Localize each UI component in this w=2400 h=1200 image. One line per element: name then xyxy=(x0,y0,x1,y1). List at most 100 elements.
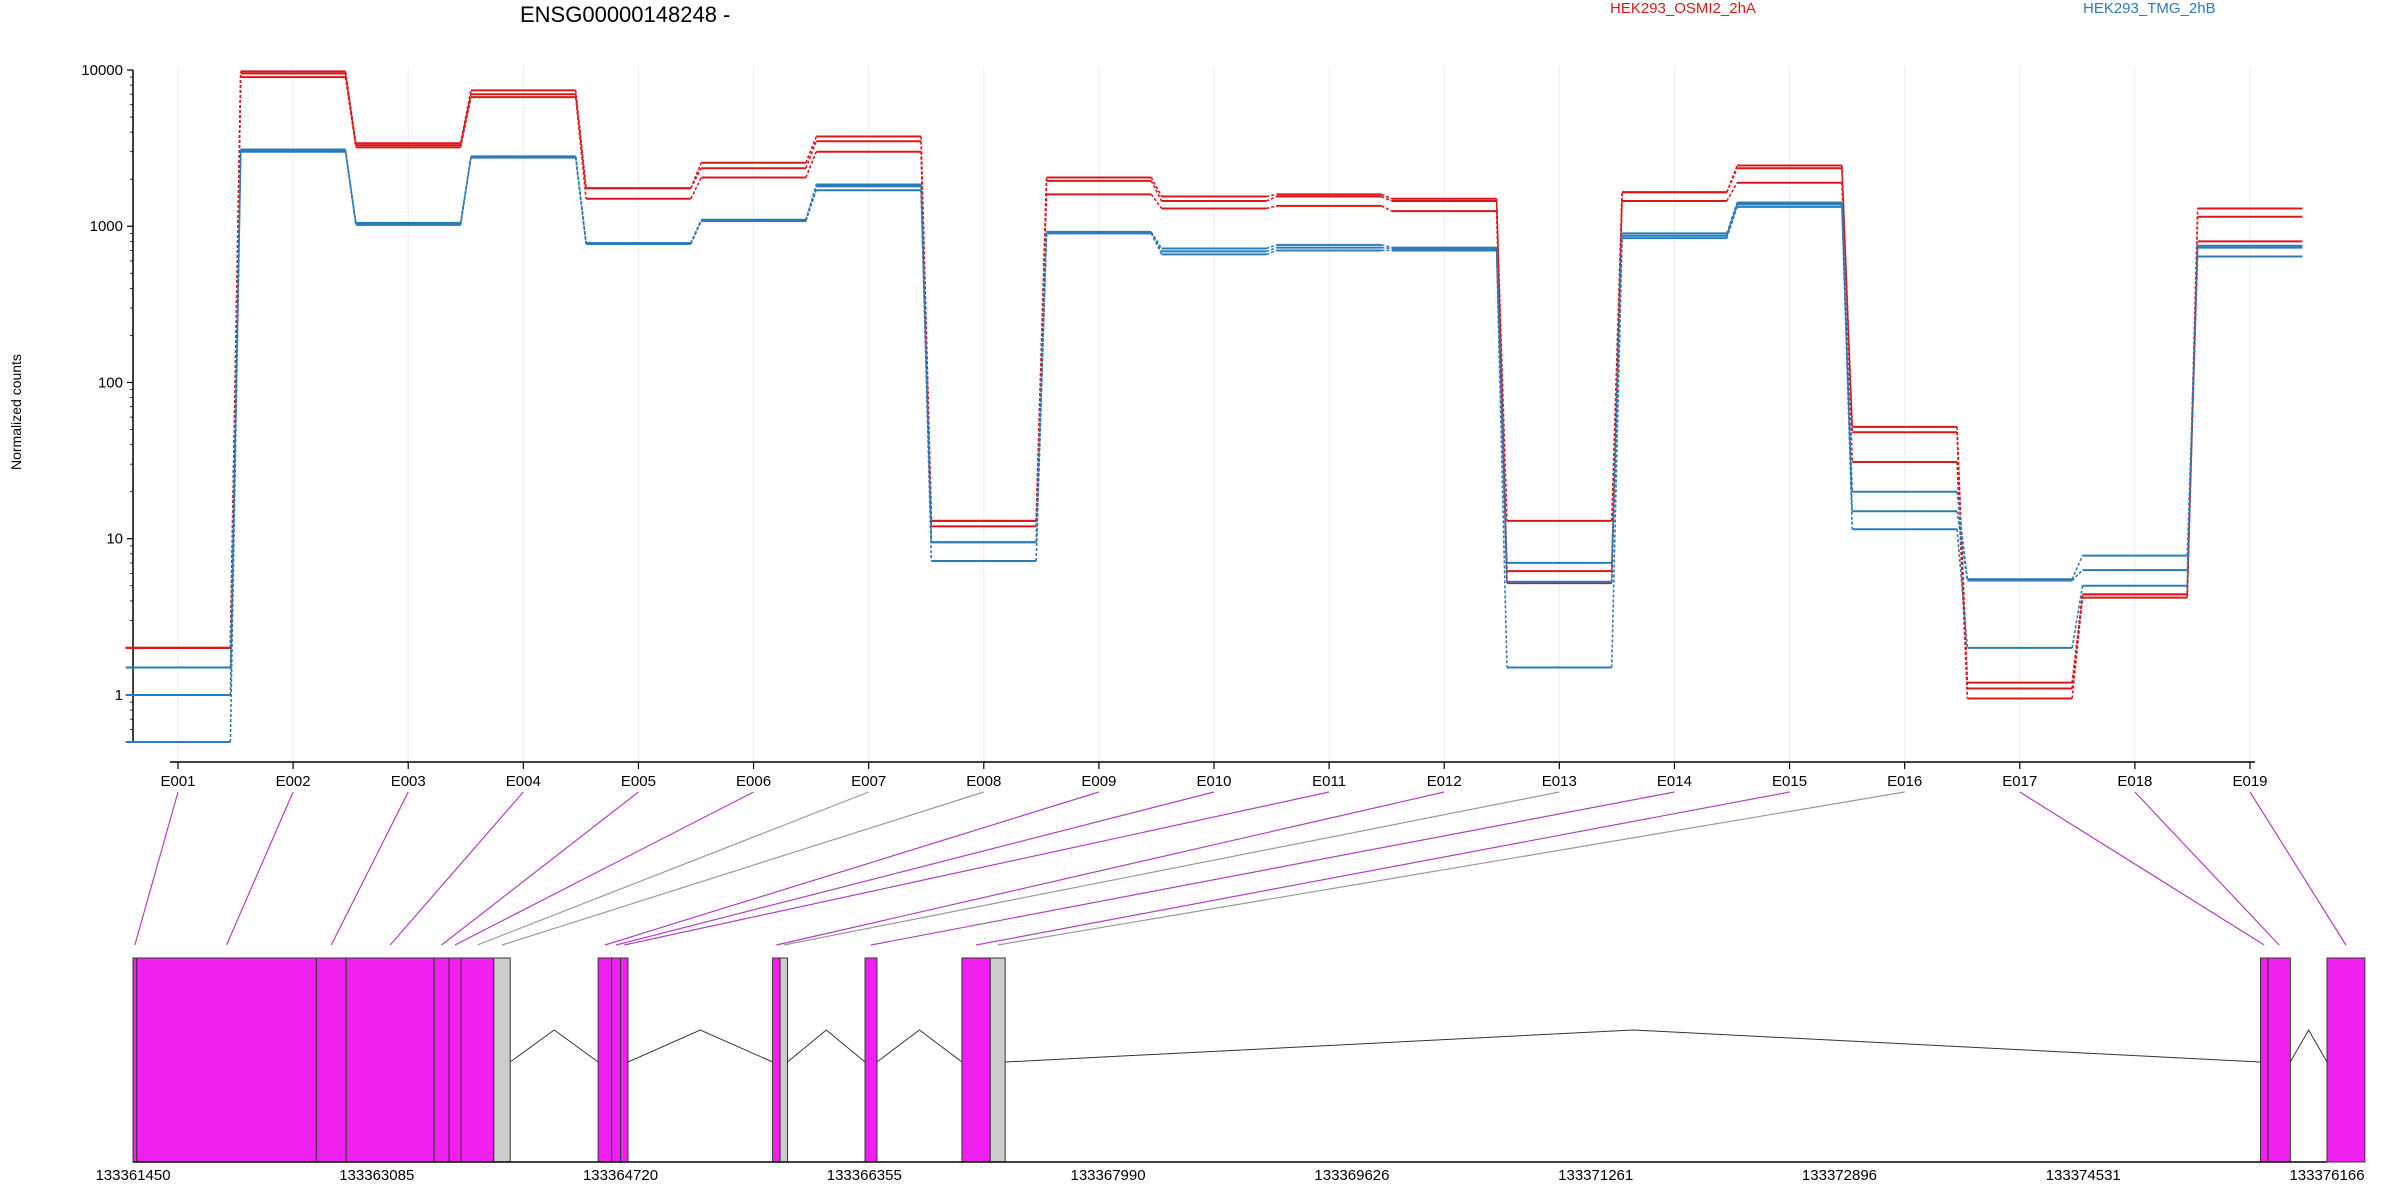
exon-connector-line xyxy=(615,791,1215,946)
series-osmi2-2-connector xyxy=(805,151,818,178)
exon-connector-line xyxy=(441,791,639,946)
series-tmg-4-connector xyxy=(1495,248,1508,582)
genomic-coordinate-label: 133371261 xyxy=(1558,1167,1633,1184)
exon-connector-line xyxy=(624,791,1330,946)
y-tick-label: 1000 xyxy=(90,218,123,235)
series-osmi2-2-connector xyxy=(574,97,587,199)
series-tmg-4-connector xyxy=(1381,246,1392,250)
series-osmi2-0-connector xyxy=(690,162,702,189)
legend-entry-osmi2: HEK293_OSMI2_2hA xyxy=(1610,0,1756,17)
series-osmi2-1-connector xyxy=(1726,167,1738,193)
exon-connector-line xyxy=(477,791,869,946)
intron-line xyxy=(1005,1029,2261,1063)
exon-block xyxy=(961,957,991,1163)
x-tick-label: E019 xyxy=(2232,773,2267,790)
x-tick-label: E012 xyxy=(1427,773,1462,790)
exon-block xyxy=(611,957,622,1163)
series-osmi2-2-connector xyxy=(1726,182,1738,202)
exon-block xyxy=(620,957,629,1163)
exon-connector-line xyxy=(330,791,409,946)
series-osmi2-0-connector xyxy=(1150,177,1163,197)
exon-block xyxy=(779,957,789,1163)
series-osmi2-0-connector xyxy=(1266,193,1277,198)
series-tmg-3-connector xyxy=(1266,244,1278,250)
series-tmg-4-connector xyxy=(1841,204,1854,512)
series-osmi2-2-connector xyxy=(229,77,242,648)
exon-connector-line xyxy=(975,791,1790,946)
exon-connector-line xyxy=(226,791,294,946)
genomic-coordinate-label: 133372896 xyxy=(1802,1167,1877,1184)
series-tmg-5-connector xyxy=(805,189,818,222)
series-tmg-5-connector xyxy=(1266,249,1278,256)
exon-connector-line xyxy=(776,791,1445,946)
series-osmi2-1-connector xyxy=(1956,432,1969,689)
series-tmg-5-connector xyxy=(1610,238,1623,668)
y-tick-label: 10 xyxy=(106,531,123,548)
series-osmi2-2-connector xyxy=(1266,205,1277,210)
series-osmi2-2-connector xyxy=(1381,205,1393,212)
exon-block xyxy=(2326,957,2366,1163)
series-tmg-5-connector xyxy=(574,157,587,245)
x-tick-label: E006 xyxy=(736,773,771,790)
exon-connector-line xyxy=(2134,791,2280,946)
series-osmi2-2-connector xyxy=(459,97,472,148)
series-tmg-5-connector xyxy=(459,157,472,226)
series-osmi2-1-connector xyxy=(805,140,818,169)
exon-block xyxy=(460,957,495,1163)
series-tmg-5-connector xyxy=(920,190,933,562)
exon-connector-line xyxy=(134,791,179,946)
series-osmi2-1-connector xyxy=(1150,180,1163,202)
exon-block xyxy=(864,957,878,1163)
y-tick-label: 10000 xyxy=(81,62,123,79)
y-tick-label: 100 xyxy=(98,374,123,391)
y-tick-label: 1 xyxy=(115,687,123,704)
series-tmg-4-connector xyxy=(229,150,242,695)
series-tmg-5-connector xyxy=(1726,206,1738,239)
series-osmi2-1-connector xyxy=(1381,195,1393,202)
genomic-coordinate-label: 133364720 xyxy=(583,1167,658,1184)
series-osmi2-2-connector xyxy=(344,77,357,148)
exon-connector-line xyxy=(870,791,1675,946)
intron-line xyxy=(509,1029,599,1063)
exon-connector-line xyxy=(783,791,1560,946)
intron-line xyxy=(876,1029,963,1063)
x-tick-label: E015 xyxy=(1772,773,1807,790)
x-tick-label: E013 xyxy=(1542,773,1577,790)
intron-line xyxy=(2289,1028,2328,1063)
series-tmg-5-connector xyxy=(1841,206,1854,530)
genomic-coordinate-label: 133369626 xyxy=(1314,1167,1389,1184)
x-tick-label: E008 xyxy=(966,773,1001,790)
series-tmg-5-connector xyxy=(690,220,702,245)
series-tmg-4-connector xyxy=(1610,235,1623,582)
exon-block xyxy=(315,957,347,1163)
x-tick-label: E005 xyxy=(621,773,656,790)
series-osmi2-2-connector xyxy=(1150,193,1163,209)
series-tmg-4-connector xyxy=(2071,569,2084,582)
series-osmi2-1-connector xyxy=(690,167,702,189)
series-tmg-5-connector xyxy=(1495,250,1508,668)
genomic-coordinate-label: 133367990 xyxy=(1070,1167,1145,1184)
series-osmi2-1-connector xyxy=(459,94,472,146)
genomic-coordinate-label: 133376166 xyxy=(2289,1167,2364,1184)
exon-connector-line xyxy=(389,791,524,946)
series-osmi2-1-connector xyxy=(1841,168,1854,433)
series-osmi2-0-connector xyxy=(459,90,472,144)
series-tmg-5-connector xyxy=(229,151,242,743)
x-tick-label: E018 xyxy=(2117,773,2152,790)
intron-line xyxy=(787,1029,866,1063)
series-osmi2-2-connector xyxy=(2071,597,2084,699)
x-tick-label: E004 xyxy=(506,773,541,790)
exon-block xyxy=(345,957,435,1163)
series-osmi2-1-connector xyxy=(1266,195,1278,202)
x-tick-label: E007 xyxy=(851,773,886,790)
series-osmi2-2-connector xyxy=(690,177,702,200)
series-osmi2-0-connector xyxy=(805,136,818,164)
exon-connector-line xyxy=(2019,791,2265,946)
series-tmg-4-connector xyxy=(1266,246,1278,253)
genomic-coordinate-label: 133374531 xyxy=(2046,1167,2121,1184)
exon-block xyxy=(136,957,317,1163)
exon-block xyxy=(597,957,613,1163)
series-tmg-3-connector xyxy=(1841,202,1854,492)
x-tick-label: E014 xyxy=(1657,773,1692,790)
